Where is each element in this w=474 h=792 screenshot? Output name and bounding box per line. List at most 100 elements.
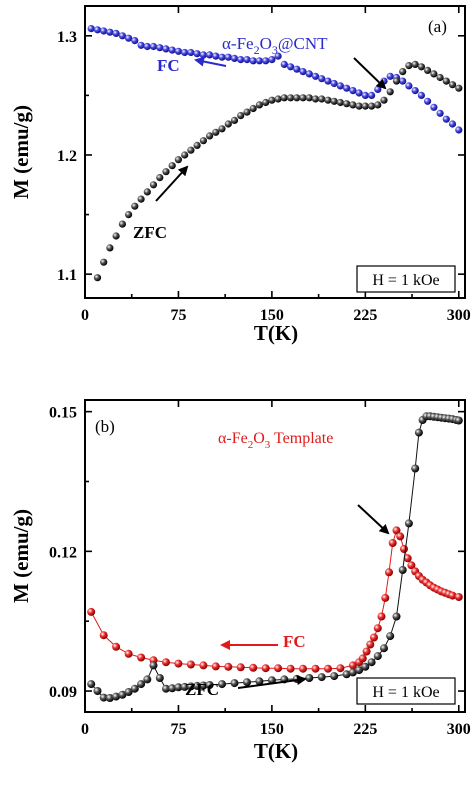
- fc-point: [224, 662, 233, 671]
- zfc-point: [125, 211, 133, 219]
- fc-point: [381, 593, 390, 602]
- zfc-point: [355, 102, 363, 110]
- zfc-point: [199, 681, 208, 690]
- fc-label-b: FC: [283, 632, 306, 651]
- fc-point: [137, 653, 146, 662]
- zfc-point: [105, 694, 114, 702]
- fc-point: [299, 68, 307, 76]
- zfc-point: [336, 98, 344, 107]
- zfc-point: [162, 168, 170, 176]
- zfc-point: [330, 672, 339, 681]
- zfc-point: [212, 128, 220, 136]
- zfc-point: [417, 63, 425, 71]
- fc-point: [212, 52, 220, 60]
- zfc-point: [118, 220, 126, 228]
- fc-point: [237, 56, 245, 64]
- curves-b: [87, 412, 463, 702]
- zfc-point: [112, 232, 120, 240]
- zfc-point: [174, 683, 183, 692]
- fc-point: [336, 82, 344, 90]
- fc-point: [399, 77, 407, 85]
- fc-point: [386, 72, 394, 80]
- fc-point: [330, 79, 338, 88]
- zfc-point: [93, 687, 102, 695]
- zfc-point: [305, 94, 313, 102]
- fc-point: [455, 126, 463, 134]
- fc-point: [348, 661, 357, 670]
- fc-point: [388, 539, 397, 547]
- zfc-point: [368, 102, 376, 110]
- zfc-point: [361, 662, 370, 671]
- zfc-point: [430, 70, 438, 78]
- fc-point: [249, 57, 257, 65]
- zfc-point: [124, 688, 133, 696]
- fc-point: [454, 593, 463, 601]
- zfc-point: [162, 684, 170, 693]
- zfc-point: [330, 97, 338, 105]
- fc-point: [403, 554, 412, 563]
- curves-a: [87, 25, 463, 282]
- x-tick-label: 225: [353, 721, 377, 738]
- fc-point: [358, 654, 367, 663]
- zfc-point: [112, 692, 121, 701]
- zfc-point: [243, 678, 251, 687]
- zfc-point: [143, 188, 151, 196]
- sample-title-a: α-Fe2O3@CNT: [222, 34, 328, 57]
- fc-point: [199, 51, 207, 59]
- fc-point: [199, 661, 208, 670]
- fc-point: [424, 97, 432, 105]
- zfc-point: [392, 77, 401, 85]
- zfc-point: [411, 464, 420, 473]
- fc-point: [174, 47, 182, 55]
- transition-arrow-a: [353, 57, 387, 90]
- fc-point: [385, 568, 393, 577]
- fc-point: [243, 56, 251, 64]
- fc-point: [261, 664, 270, 673]
- zfc-point: [442, 77, 450, 85]
- fc-point: [324, 664, 332, 673]
- field-box-b: [356, 677, 456, 705]
- zfc-point: [436, 73, 444, 82]
- zfc-point: [206, 132, 214, 140]
- fc-point: [355, 89, 363, 97]
- fc-point: [448, 120, 457, 128]
- fc-point: [349, 87, 357, 95]
- fc-point: [436, 109, 444, 117]
- fc-point: [396, 532, 405, 541]
- fc-arrow-a: [194, 56, 227, 67]
- zfc-point: [243, 108, 251, 116]
- x-tick-label: 300: [447, 307, 471, 324]
- field-label-b: H = 1 kOe: [372, 684, 439, 701]
- fc-point: [137, 41, 145, 49]
- x-tick-label: 225: [353, 307, 377, 324]
- zfc-point: [149, 661, 158, 670]
- fc-point: [168, 46, 176, 54]
- field-box-a: [356, 265, 456, 293]
- fc-point: [377, 612, 386, 621]
- fc-point: [448, 591, 457, 600]
- zfc-point: [205, 681, 214, 689]
- fc-point: [186, 660, 195, 669]
- fc-point: [87, 25, 95, 33]
- zfc-point: [143, 675, 152, 684]
- y-tick-label: 0.15: [49, 405, 77, 422]
- zfc-point: [317, 673, 326, 682]
- fc-point: [361, 91, 369, 99]
- sample-title-a-sub3: 3: [272, 43, 278, 57]
- fc-point: [193, 50, 201, 58]
- x-tick-label: 75: [170, 721, 186, 738]
- x-axis-label-a: T(K): [254, 321, 298, 345]
- zfc-point: [131, 202, 139, 210]
- fc-point: [93, 26, 102, 34]
- fc-point: [324, 77, 332, 85]
- fc-point: [280, 60, 288, 68]
- plot-frame-b: [84, 399, 466, 713]
- zfc-point: [305, 674, 314, 682]
- fc-point: [374, 85, 382, 93]
- zfc-point: [380, 96, 388, 104]
- fc-point: [311, 664, 320, 673]
- x-tick-label: 75: [170, 307, 186, 324]
- zfc-point: [386, 632, 395, 641]
- fc-point: [112, 29, 120, 37]
